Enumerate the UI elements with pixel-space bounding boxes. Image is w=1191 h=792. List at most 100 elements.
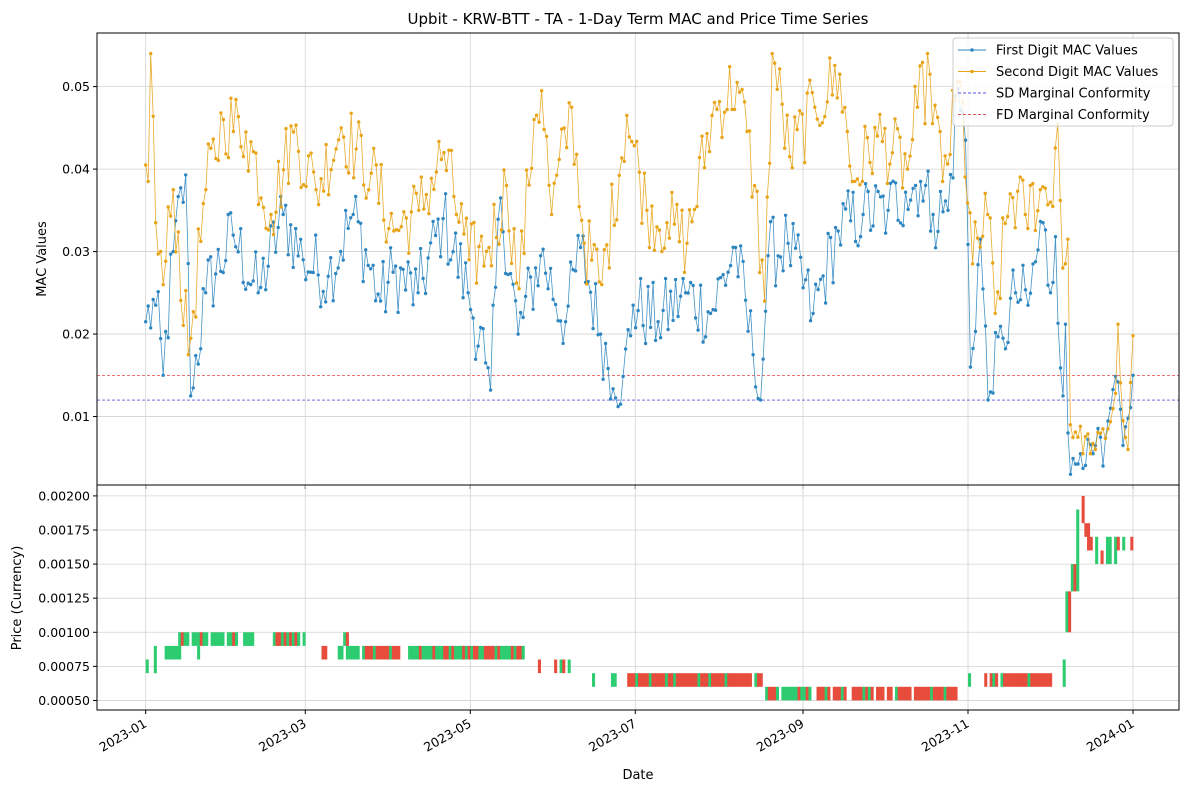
mac-point <box>259 196 263 200</box>
mac-point <box>726 270 730 274</box>
mac-point <box>597 280 601 284</box>
mac-point <box>301 183 306 187</box>
price-bar-up <box>968 673 972 687</box>
mac-point <box>149 326 153 330</box>
price-bar-up <box>789 686 793 701</box>
mac-point <box>1036 248 1040 252</box>
price-bar-down <box>1084 523 1088 537</box>
mac-point <box>451 250 455 254</box>
mac-point <box>1116 322 1120 326</box>
mac-panel: 0.01 0.02 0.03 0.04 0.05 MAC Values First Di… <box>35 32 1180 489</box>
mac-point <box>672 222 677 226</box>
mac-point <box>388 246 393 250</box>
mac-point <box>678 294 683 298</box>
mac-point <box>903 190 908 194</box>
mac-point <box>463 261 468 265</box>
mac-point <box>246 281 250 285</box>
mac-point <box>251 279 255 283</box>
mac-point <box>542 127 546 132</box>
price-bar-up <box>784 686 788 701</box>
mac-point <box>783 146 787 150</box>
mac-point <box>647 245 652 250</box>
mac-point <box>751 353 755 357</box>
mac-point <box>199 239 203 244</box>
mac-point <box>446 262 450 266</box>
mac-point <box>164 259 168 263</box>
price-bar-down <box>1100 550 1104 565</box>
mac-point <box>452 194 456 199</box>
price-bar-down <box>940 686 945 701</box>
mac-point <box>1121 419 1125 423</box>
mac-point <box>685 241 689 245</box>
mac-point <box>489 264 494 268</box>
price-bar-down <box>938 686 942 701</box>
mac-point <box>529 166 534 171</box>
mac-point <box>546 287 550 291</box>
mac-point <box>688 280 693 285</box>
mac-point <box>1053 235 1058 239</box>
mac-point <box>214 156 218 161</box>
mac-point <box>883 126 887 131</box>
mac-y-tick-label: 0.04 <box>62 162 90 177</box>
mac-point <box>1008 296 1013 300</box>
mac-point <box>793 246 798 250</box>
mac-point <box>509 261 514 266</box>
mac-point <box>447 148 451 152</box>
mac-point <box>513 299 518 303</box>
price-bar-down <box>462 645 466 660</box>
mac-point <box>752 183 757 188</box>
mac-point <box>151 114 155 119</box>
mac-point <box>626 328 630 332</box>
mac-point <box>868 228 873 232</box>
price-bar-down <box>345 632 349 646</box>
mac-point <box>276 225 280 230</box>
mac-point <box>549 212 554 217</box>
mac-point <box>710 113 714 118</box>
mac-point <box>945 162 950 166</box>
mac-point <box>808 78 812 82</box>
price-bar-down <box>1043 673 1047 687</box>
mac-point <box>1011 195 1015 200</box>
mac-point <box>464 216 469 220</box>
mac-point <box>336 266 340 270</box>
price-bar-up <box>234 632 239 646</box>
mac-point <box>438 255 443 259</box>
mac-point <box>481 327 485 331</box>
price-bars <box>145 495 1134 701</box>
price-bar-up <box>216 632 220 646</box>
price-bar-up <box>765 686 769 701</box>
mac-point <box>299 185 303 190</box>
price-y-ticks: 0.00050 0.00075 0.00100 0.00125 0.00150 0.001… <box>38 488 97 708</box>
price-bar-up <box>218 632 222 646</box>
mac-point <box>1048 200 1053 204</box>
mac-point <box>457 220 461 224</box>
price-bar-down <box>486 645 490 660</box>
mac-point <box>627 135 631 139</box>
mac-point <box>311 170 316 174</box>
mac-point <box>411 303 415 307</box>
price-bar-down <box>491 645 495 660</box>
mac-point <box>1083 435 1088 439</box>
mac-point <box>456 275 460 279</box>
price-bar-down <box>386 645 390 660</box>
price-bar-down <box>516 645 520 660</box>
mac-point <box>806 268 810 272</box>
mac-point <box>612 223 616 228</box>
mac-point <box>686 291 690 295</box>
mac-y-tick-label: 0.01 <box>62 409 90 424</box>
mac-point <box>393 264 398 268</box>
mac-point <box>651 280 655 285</box>
mac-point <box>433 233 438 238</box>
mac-point <box>532 117 536 122</box>
mac-point <box>229 96 233 100</box>
price-bar-down <box>819 686 823 701</box>
price-bar-down <box>832 686 836 701</box>
mac-point <box>1073 430 1078 434</box>
mac-point <box>856 244 860 248</box>
mac-point <box>582 241 586 245</box>
mac-point <box>256 202 261 207</box>
price-bar-up <box>416 645 420 660</box>
mac-point <box>561 341 565 346</box>
mac-point <box>519 229 524 233</box>
mac-point <box>635 139 639 144</box>
